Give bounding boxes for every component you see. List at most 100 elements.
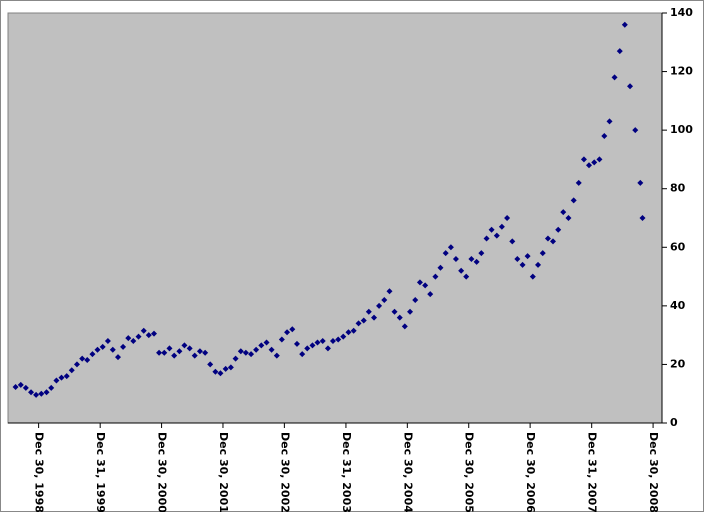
- point: [115, 354, 122, 361]
- point: [611, 74, 618, 81]
- point: [335, 336, 342, 343]
- point: [181, 342, 188, 349]
- point: [509, 238, 516, 245]
- point: [99, 343, 106, 350]
- point: [371, 314, 378, 321]
- point: [560, 209, 567, 216]
- point: [38, 390, 45, 397]
- point: [79, 355, 86, 362]
- point: [237, 348, 244, 355]
- point: [89, 351, 96, 358]
- point: [202, 349, 209, 356]
- point: [140, 327, 147, 334]
- x-tick-label: Dec 30, 2006: [524, 432, 537, 512]
- y-tick-label: 0: [670, 416, 678, 429]
- point: [498, 223, 505, 230]
- point: [422, 282, 429, 289]
- x-tick-label: Dec 30, 2008: [647, 432, 660, 512]
- point: [539, 250, 546, 257]
- point: [268, 346, 275, 353]
- point: [196, 348, 203, 355]
- point: [473, 258, 480, 265]
- x-tick-label: Dec 31, 2007: [586, 432, 599, 512]
- point: [278, 336, 285, 343]
- point: [458, 267, 465, 274]
- point: [432, 273, 439, 280]
- point: [324, 345, 331, 352]
- point: [381, 297, 388, 303]
- point: [43, 389, 50, 396]
- point: [258, 342, 265, 349]
- point: [529, 273, 536, 280]
- point: [524, 253, 531, 260]
- point: [166, 345, 173, 352]
- point: [28, 389, 35, 396]
- point: [637, 179, 644, 186]
- point: [488, 226, 495, 233]
- point: [396, 314, 403, 321]
- point: [253, 346, 260, 353]
- point: [232, 355, 239, 362]
- y-tick-label: 80: [670, 182, 686, 195]
- y-tick-label: 20: [670, 357, 686, 370]
- point: [222, 365, 229, 372]
- point: [555, 226, 562, 233]
- point: [176, 348, 183, 355]
- point: [22, 384, 29, 391]
- point: [242, 349, 249, 356]
- point: [273, 352, 280, 359]
- point: [17, 381, 24, 388]
- point: [319, 338, 326, 344]
- point: [145, 332, 152, 339]
- x-tick-label: Dec 30, 2000: [156, 432, 169, 512]
- point: [575, 179, 582, 186]
- point: [616, 48, 623, 55]
- point: [345, 329, 352, 336]
- point: [248, 351, 255, 358]
- point: [591, 159, 598, 166]
- point: [109, 346, 116, 353]
- point: [227, 364, 234, 371]
- point: [207, 361, 214, 368]
- point: [63, 373, 70, 380]
- point: [130, 338, 137, 344]
- point: [299, 351, 306, 358]
- point: [447, 244, 454, 251]
- point: [293, 340, 300, 347]
- point: [416, 279, 423, 286]
- point: [263, 339, 270, 346]
- point: [606, 118, 613, 125]
- point: [639, 215, 646, 221]
- point: [391, 308, 398, 315]
- point: [33, 391, 40, 398]
- point: [151, 330, 158, 337]
- point: [360, 317, 367, 324]
- x-tick-label: Dec 30, 2005: [463, 432, 476, 512]
- point: [407, 308, 414, 315]
- point: [570, 197, 577, 204]
- point: [550, 238, 556, 245]
- point: [161, 349, 168, 356]
- point: [565, 215, 572, 221]
- point: [186, 345, 193, 352]
- point: [437, 264, 444, 271]
- x-tick-label: Dec 30, 2002: [278, 432, 291, 512]
- point: [627, 83, 634, 90]
- point: [442, 250, 449, 257]
- point: [401, 323, 408, 330]
- point: [621, 21, 628, 28]
- point: [596, 156, 603, 163]
- point: [191, 352, 198, 359]
- point: [493, 232, 500, 239]
- point: [427, 291, 434, 298]
- point: [601, 133, 608, 139]
- point: [386, 288, 393, 295]
- point: [585, 162, 592, 169]
- point: [309, 342, 316, 349]
- point: [376, 302, 383, 309]
- point: [156, 349, 163, 356]
- point: [12, 383, 19, 390]
- point: [365, 308, 372, 315]
- point: [120, 343, 127, 350]
- plot-area: [7, 12, 663, 424]
